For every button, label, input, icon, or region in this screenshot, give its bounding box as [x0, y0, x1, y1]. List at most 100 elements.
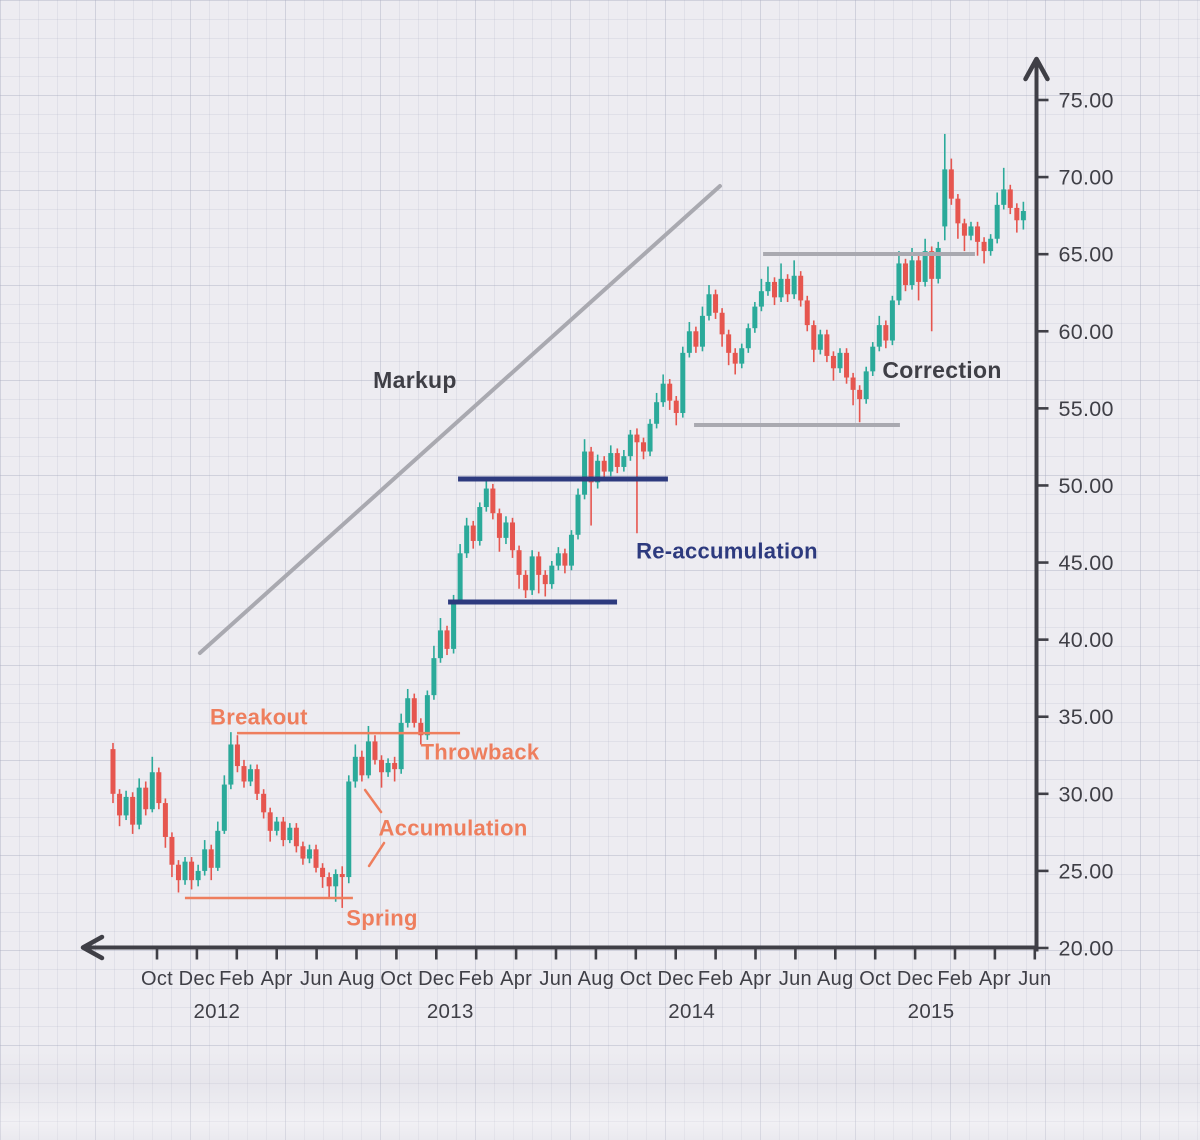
x-month-label: Feb: [698, 968, 733, 990]
candle-body: [398, 722, 404, 770]
candle: [889, 295, 895, 346]
candle-body: [713, 294, 719, 313]
candle-body: [143, 787, 149, 810]
candle: [162, 798, 168, 848]
x-month-label: Aug: [338, 968, 375, 990]
candle: [444, 625, 450, 656]
candle: [994, 192, 1000, 244]
candle-body: [169, 836, 175, 865]
candle: [837, 348, 843, 373]
annotation-label-breakout: Breakout: [210, 705, 308, 730]
candle-wick: [767, 266, 769, 296]
candle-body: [549, 565, 555, 585]
candle: [339, 866, 345, 908]
candle-body: [1007, 189, 1013, 208]
candle: [483, 479, 489, 512]
candle: [706, 285, 712, 321]
candle-body: [267, 812, 273, 831]
candle: [667, 379, 673, 410]
candle: [745, 323, 751, 353]
markup-trendline: [197, 184, 722, 656]
candle: [804, 295, 810, 332]
candle: [189, 857, 195, 890]
candle-body: [392, 762, 398, 770]
candle-body: [641, 442, 647, 452]
candle: [1014, 203, 1020, 233]
candle-body: [470, 525, 476, 541]
candle-body: [778, 278, 784, 298]
x-month-label: Oct: [380, 968, 412, 990]
candle-body: [739, 348, 745, 364]
candle-wick: [590, 446, 592, 526]
x-month-label: Apr: [739, 968, 771, 990]
candle-body: [405, 698, 411, 723]
candle-body: [320, 867, 326, 878]
x-month-label: Apr: [500, 968, 532, 990]
candle-wick: [930, 246, 933, 332]
candle-body: [510, 522, 516, 551]
candle-body: [902, 263, 908, 286]
candle-body: [202, 849, 208, 871]
annotation-label-spring: Spring: [346, 906, 417, 931]
x-month-label: Oct: [620, 968, 652, 990]
candle-body: [667, 383, 673, 401]
candle: [942, 133, 948, 241]
candle-body: [752, 306, 758, 329]
candle-body: [287, 827, 293, 841]
candle: [641, 437, 647, 460]
candle-body: [994, 204, 1000, 239]
candle-body: [929, 251, 935, 279]
x-month-label: Dec: [179, 968, 215, 990]
candle: [771, 277, 777, 306]
x-month-label: Feb: [219, 968, 254, 990]
candle: [549, 561, 555, 589]
candle: [909, 248, 915, 290]
candle-wick: [1002, 167, 1005, 210]
candle-body: [261, 793, 267, 813]
candle: [359, 750, 365, 782]
candle: [975, 221, 981, 256]
candle-body: [274, 821, 280, 831]
candle: [857, 385, 863, 423]
annotation-label-markup: Markup: [373, 367, 457, 393]
candle: [136, 778, 142, 830]
candle: [195, 864, 201, 887]
candle-body: [313, 849, 319, 868]
candle: [405, 688, 411, 728]
candle-body: [699, 315, 705, 347]
candle: [228, 732, 234, 790]
candle: [457, 544, 463, 605]
candle: [935, 241, 941, 284]
candle-body: [608, 453, 614, 472]
y-tick-label: 35.00: [1059, 705, 1114, 729]
candle-body: [896, 263, 902, 301]
candle: [686, 322, 692, 358]
candle: [981, 237, 987, 264]
x-month-label: Apr: [979, 968, 1011, 990]
candle: [765, 266, 771, 296]
candle-body: [182, 861, 188, 881]
candle-body: [870, 346, 876, 372]
candle: [562, 548, 568, 574]
candle: [713, 289, 719, 319]
candle-body: [365, 741, 371, 776]
candle-body: [437, 630, 443, 659]
x-month-label: Aug: [817, 968, 854, 990]
candle-wick: [858, 385, 861, 423]
candle-body: [719, 312, 725, 335]
candle: [791, 260, 797, 299]
candle-body: [765, 281, 771, 292]
candle-body: [804, 300, 810, 326]
candle-body: [352, 756, 358, 782]
candle-body: [162, 803, 168, 837]
candle: [961, 218, 967, 252]
candle: [313, 844, 319, 873]
candle: [824, 329, 830, 363]
candle: [490, 483, 496, 520]
candle-body: [857, 389, 863, 400]
candle: [778, 263, 784, 302]
candle: [123, 790, 129, 821]
candle-body: [136, 787, 142, 825]
candle: [785, 274, 791, 302]
candle-body: [745, 328, 751, 349]
